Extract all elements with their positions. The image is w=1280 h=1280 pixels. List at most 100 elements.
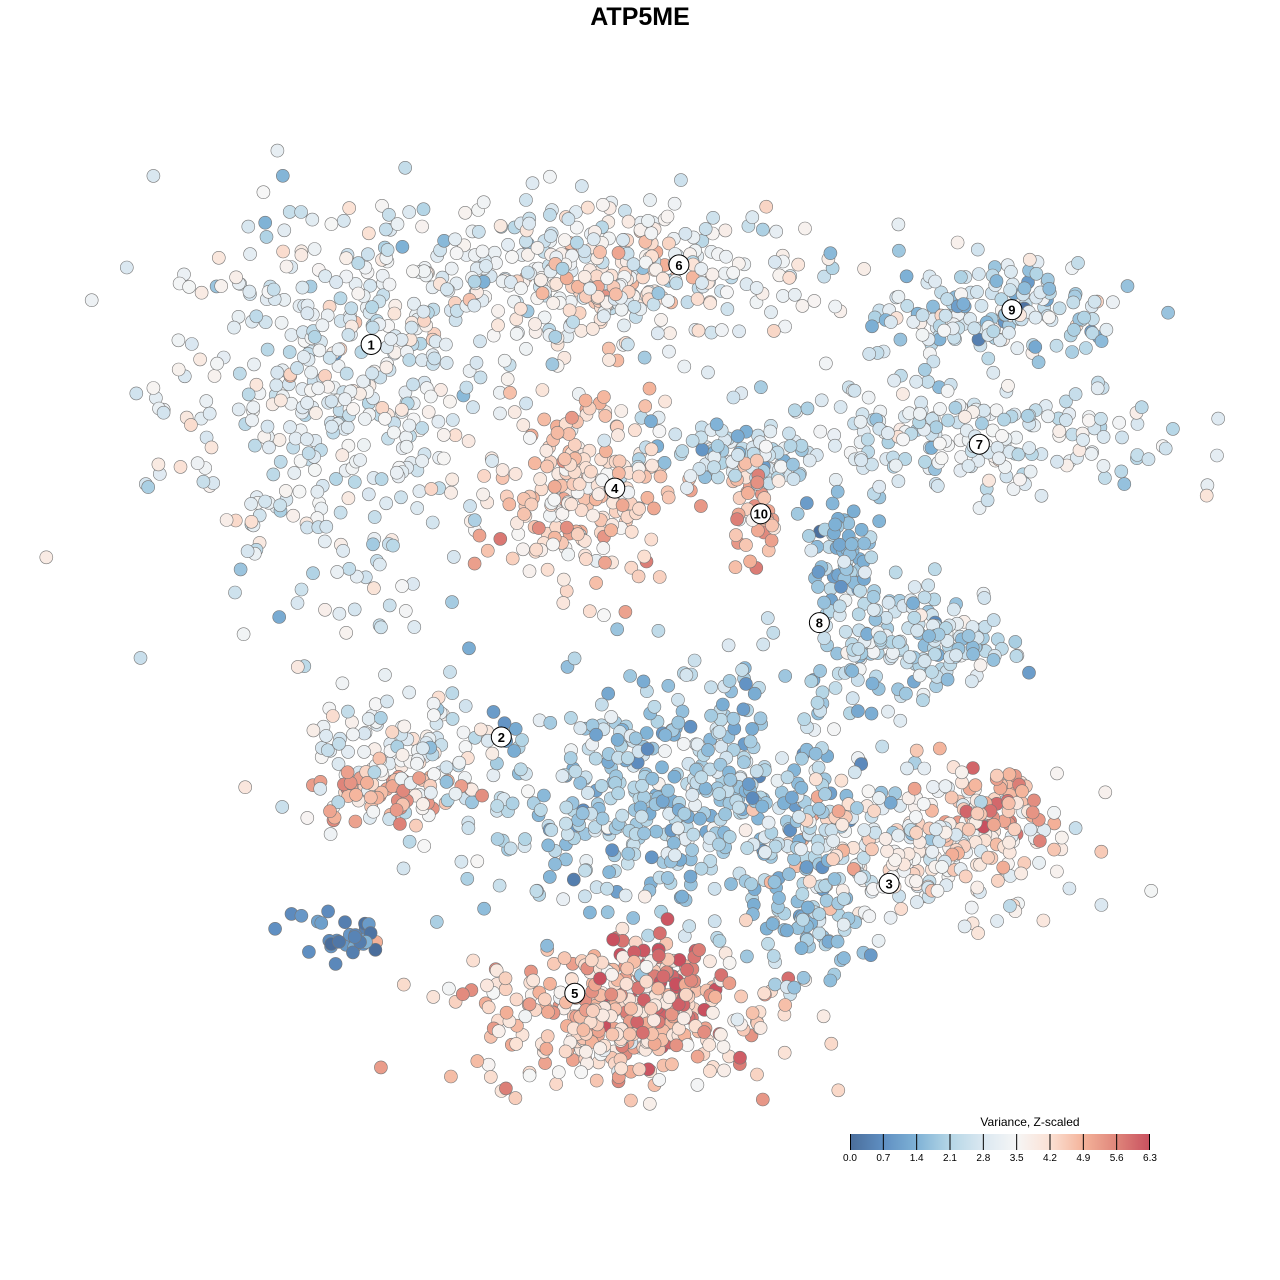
data-point [445, 686, 460, 701]
data-point [847, 383, 862, 398]
data-point [1013, 472, 1027, 487]
data-point [557, 951, 572, 966]
data-point [872, 514, 887, 529]
data-point [1036, 913, 1051, 928]
cluster-label-9: 9 [1001, 299, 1023, 321]
data-point [1166, 422, 1180, 436]
data-point [1049, 338, 1064, 353]
data-point [970, 806, 985, 821]
data-point [934, 451, 949, 466]
data-point [367, 581, 381, 596]
data-point [651, 623, 666, 638]
data-point [275, 169, 290, 183]
data-point [704, 680, 718, 695]
data-point [1090, 381, 1105, 396]
data-point [562, 303, 577, 318]
data-point [986, 653, 1001, 667]
data-point [477, 469, 491, 483]
data-point [452, 755, 467, 770]
data-point [668, 848, 682, 863]
data-point [1027, 793, 1041, 808]
data-point [604, 523, 618, 538]
data-point [333, 505, 348, 520]
cluster-label-text: 1 [368, 337, 375, 352]
data-point [703, 954, 717, 969]
colorbar-tick-label: 0.7 [876, 1153, 891, 1164]
data-point [586, 508, 600, 523]
data-point [1161, 305, 1175, 320]
data-point [732, 324, 746, 339]
data-point [818, 879, 832, 893]
data-point [486, 705, 501, 719]
data-point [661, 293, 675, 308]
data-point [229, 270, 243, 285]
data-point [446, 550, 461, 564]
data-point [775, 751, 789, 765]
data-point [737, 755, 751, 770]
data-point [722, 674, 737, 688]
data-point [888, 853, 902, 867]
cluster-label-text: 5 [571, 986, 578, 1001]
data-point [637, 350, 652, 365]
data-point [626, 257, 641, 272]
data-point [171, 333, 186, 348]
data-point [639, 726, 654, 740]
data-point [786, 472, 801, 486]
data-point [342, 201, 357, 215]
data-point [872, 479, 887, 494]
data-point [643, 193, 657, 207]
data-point [566, 872, 581, 887]
data-point [520, 265, 535, 280]
data-point [493, 406, 507, 421]
data-point [594, 697, 609, 712]
data-point [665, 1057, 679, 1072]
data-point [828, 472, 843, 487]
data-point [402, 685, 417, 700]
data-point [1077, 310, 1091, 325]
data-point [873, 630, 888, 645]
data-point [529, 542, 544, 557]
data-point [593, 971, 607, 986]
data-point [864, 706, 879, 721]
cluster-label-text: 4 [611, 481, 619, 496]
data-point [518, 1009, 533, 1024]
data-point [366, 804, 381, 819]
data-point [652, 1073, 667, 1087]
data-point [575, 806, 590, 821]
data-point [497, 353, 512, 368]
data-point [242, 284, 257, 299]
data-point [340, 420, 355, 435]
data-point [462, 641, 476, 656]
data-point [185, 337, 199, 351]
data-point [596, 198, 610, 212]
data-point [703, 296, 718, 310]
data-point [900, 299, 915, 313]
data-point [1134, 400, 1149, 415]
data-point [396, 977, 411, 992]
data-point [846, 862, 861, 876]
cluster-label-7: 7 [968, 433, 990, 455]
data-point [501, 238, 515, 252]
data-point [649, 824, 664, 839]
data-point [917, 590, 932, 605]
data-point [315, 318, 330, 333]
data-point [966, 647, 980, 661]
data-point [578, 393, 593, 408]
data-point [491, 304, 505, 318]
data-point [332, 736, 346, 751]
data-point [646, 297, 661, 312]
data-point [1094, 411, 1108, 426]
data-point [534, 273, 548, 287]
data-point [591, 487, 606, 502]
data-point [204, 440, 219, 455]
data-point [314, 916, 329, 930]
data-point [227, 320, 241, 335]
data-point [883, 795, 898, 810]
data-point [380, 694, 394, 709]
data-point [644, 442, 659, 457]
data-point [701, 365, 715, 380]
data-point [193, 352, 207, 367]
data-point [956, 297, 971, 311]
data-point [199, 394, 214, 408]
data-point [925, 844, 940, 859]
